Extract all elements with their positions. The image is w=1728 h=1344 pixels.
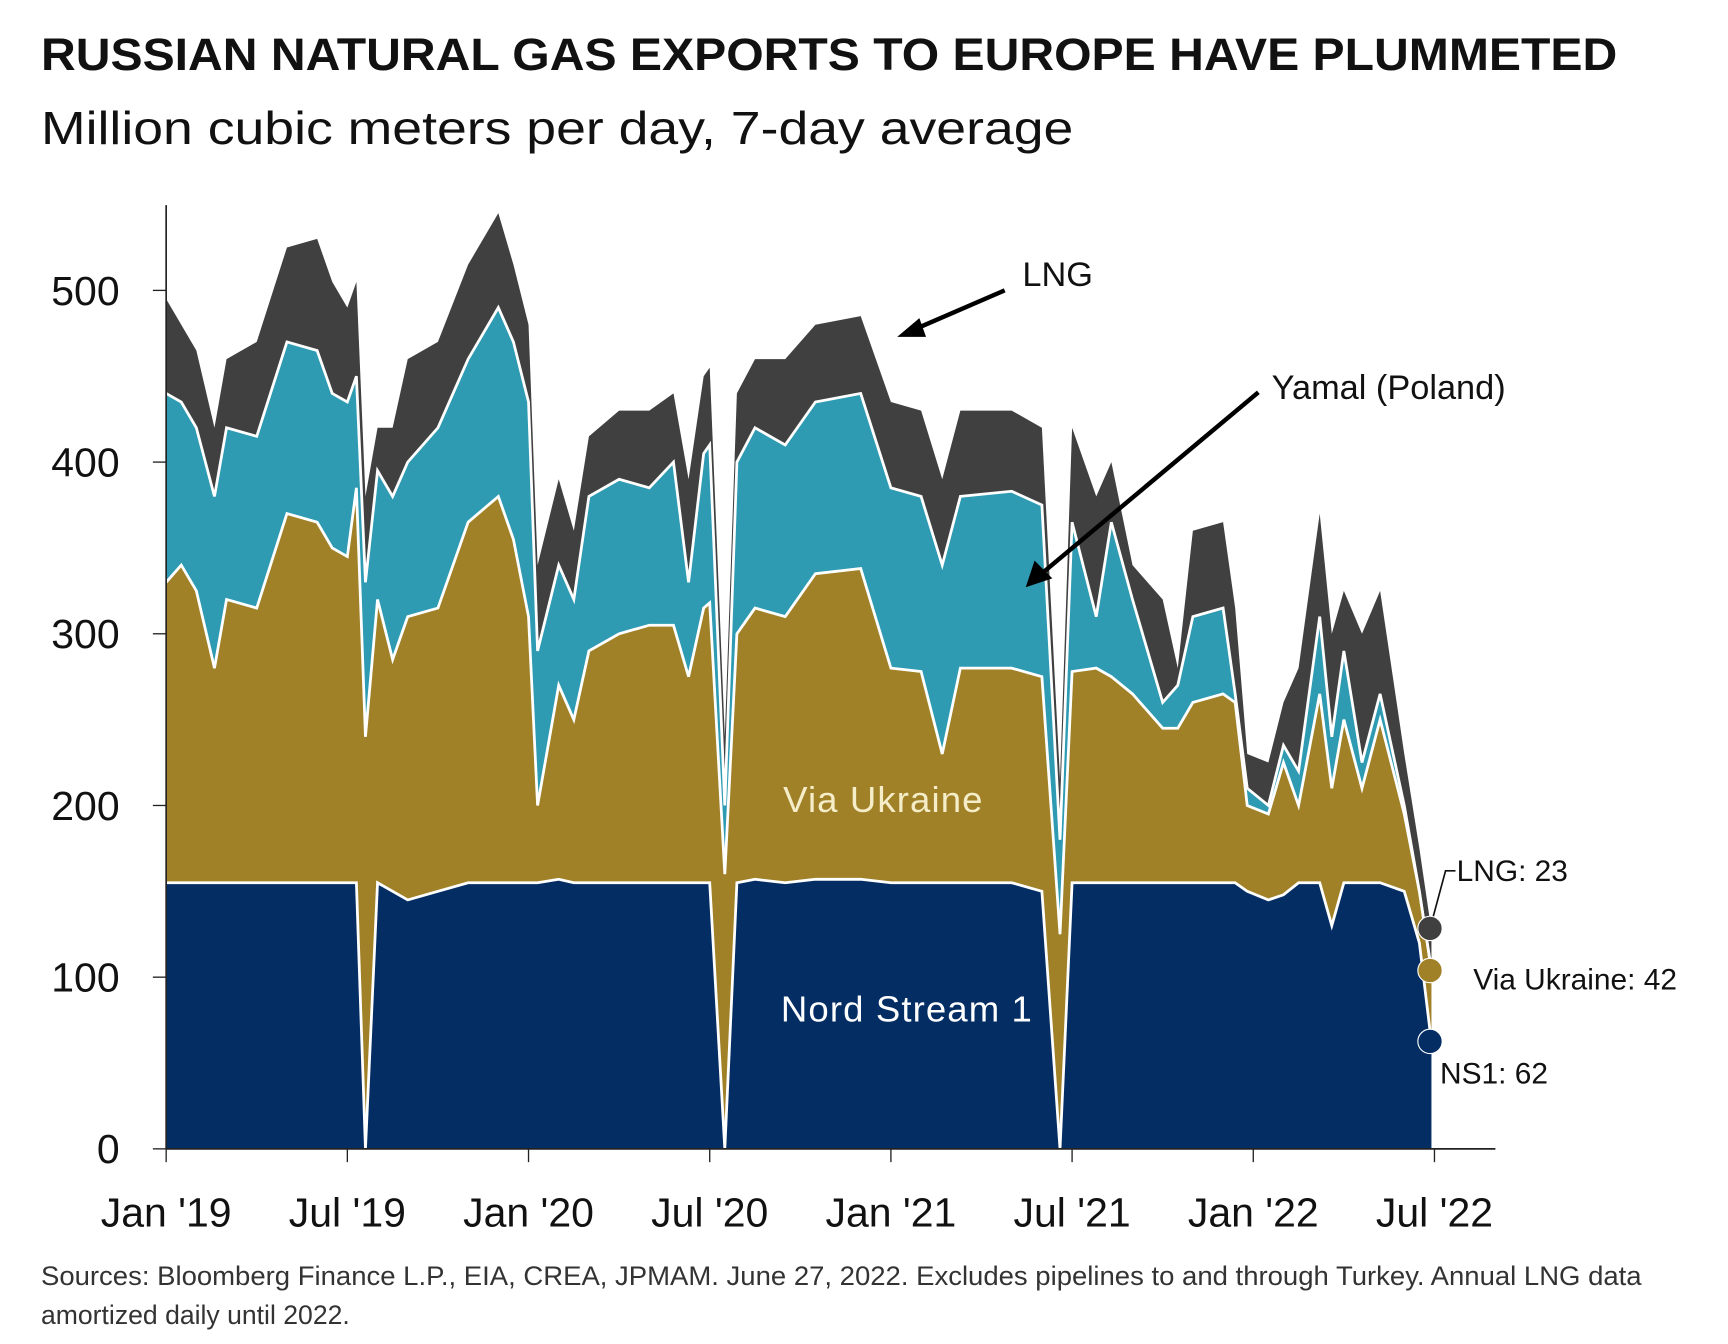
ukraine-end-marker: [1417, 957, 1443, 984]
area-layers: [165, 213, 1433, 1149]
x-tick-label: Jul '21: [1014, 1189, 1131, 1235]
ukraine-end-label: Via Ukraine: 42: [1473, 963, 1677, 996]
x-tick-label: Jan '21: [825, 1189, 956, 1235]
chart-subtitle: Million cubic meters per day, 7-day aver…: [41, 102, 1073, 154]
area-via-ukraine: [166, 487, 1432, 1149]
lng-end-label: LNG: 23: [1457, 855, 1568, 888]
source-note-line2: amortized daily until 2022.: [41, 1300, 350, 1330]
area-yamal-poland: [166, 307, 1432, 971]
lng-annotation: LNG: [1022, 256, 1093, 294]
series-boundary-line: [165, 487, 1433, 971]
yamal-annotation: Yamal (Poland): [1272, 369, 1506, 407]
x-tick-label: Jan '22: [1188, 1189, 1319, 1235]
lng-end-marker: [1417, 915, 1443, 942]
series-boundary-line: [166, 877, 1433, 1149]
x-tick-label: Jan '20: [463, 1189, 594, 1235]
area-nord-stream-1: [166, 879, 1432, 1149]
y-tick-label: 500: [51, 268, 119, 314]
y-tick-label: 100: [51, 955, 119, 1001]
x-tick-label: Jul '22: [1376, 1189, 1493, 1235]
y-tick-label: 200: [51, 783, 119, 829]
y-tick-label: 400: [51, 439, 119, 485]
series-boundary-line: [165, 304, 1433, 971]
lng-leader-line: [1429, 870, 1456, 929]
ukraine-area-label: Via Ukraine: [783, 779, 983, 820]
ns1-end-label: NS1: 62: [1440, 1058, 1548, 1091]
x-tick-label: Jan '19: [101, 1189, 232, 1235]
source-note-line1: Sources: Bloomberg Finance L.P., EIA, CR…: [41, 1261, 1642, 1291]
area-lng: [166, 213, 1432, 971]
lng-arrowhead: [897, 318, 927, 337]
lng-arrow: [914, 288, 1006, 332]
ns1-end-marker: [1417, 1028, 1443, 1055]
x-tick-label: Jul '20: [651, 1189, 768, 1235]
chart-title: RUSSIAN NATURAL GAS EXPORTS TO EUROPE HA…: [41, 29, 1617, 80]
axes: 0 100 200 300 400 500 Jan '19 Jul '19 Jan '20 Jul…: [51, 205, 1496, 1235]
yamal-arrow: [1039, 390, 1260, 576]
ns1-area-label: Nord Stream 1: [781, 988, 1033, 1029]
y-tick-label: 300: [51, 611, 119, 657]
x-tick-label: Jul '19: [289, 1189, 406, 1235]
y-tick-label: 0: [97, 1126, 120, 1172]
